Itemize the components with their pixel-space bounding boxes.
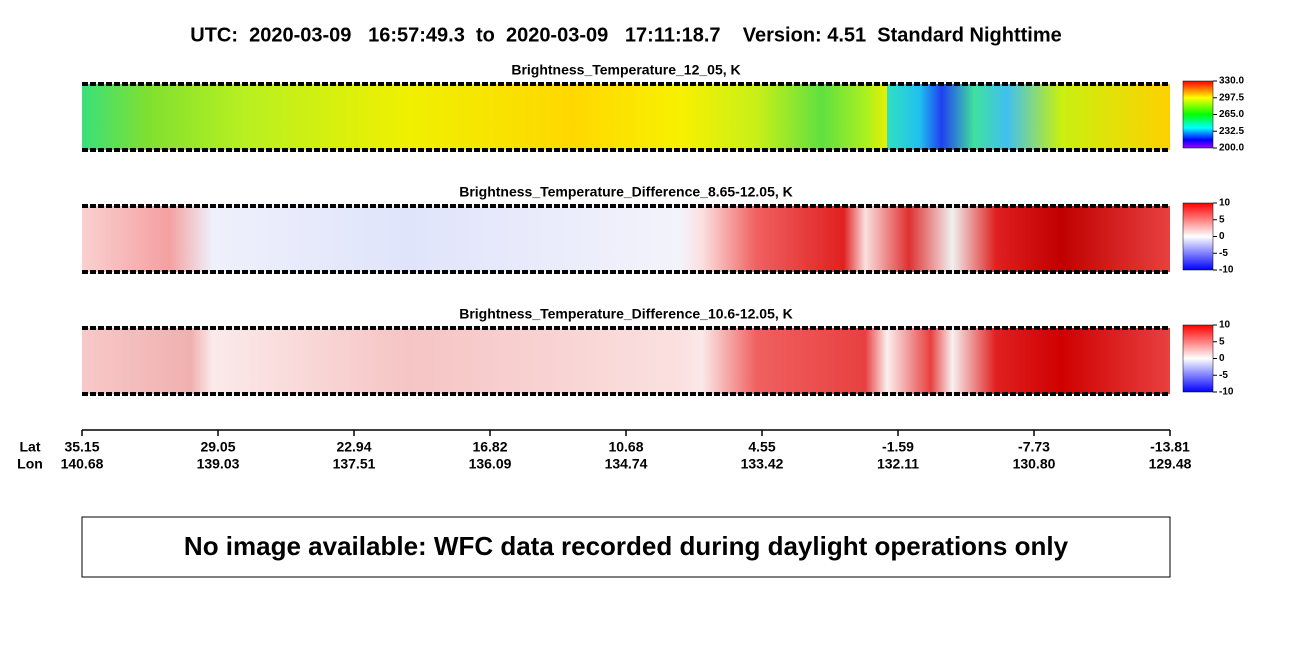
- colorbar-tick-label: 265.0: [1219, 109, 1244, 120]
- colorbar: [1182, 80, 1214, 149]
- lon-label: 137.51: [333, 456, 376, 472]
- lat-label: 4.55: [748, 439, 775, 455]
- colorbar-tick-label: -5: [1219, 248, 1228, 259]
- colorbar-tick-label: 10: [1219, 320, 1231, 331]
- colorbar-tick-label: 0: [1219, 231, 1225, 242]
- lat-label: 29.05: [200, 439, 235, 455]
- colorbar-tick-label: 0: [1219, 353, 1225, 364]
- colorbar: [1182, 202, 1214, 271]
- row-label: Lon: [17, 456, 43, 472]
- panel-title: Brightness_Temperature_12_05, K: [511, 62, 740, 78]
- colorbar: [1182, 324, 1214, 393]
- lat-label: 22.94: [336, 439, 371, 455]
- lat-label: -13.81: [1150, 439, 1190, 455]
- row-label: Lat: [20, 439, 41, 455]
- image-strip: [82, 328, 1170, 394]
- colorbar-tick-label: 232.5: [1219, 126, 1244, 137]
- title: UTC: 2020-03-09 16:57:49.3 to 2020-03-09…: [190, 24, 1062, 46]
- lon-label: 139.03: [197, 456, 240, 472]
- colorbar-tick-label: 5: [1219, 336, 1225, 347]
- lat-label: 10.68: [608, 439, 643, 455]
- lat-label: 16.82: [472, 439, 507, 455]
- lon-label: 134.74: [605, 456, 648, 472]
- image-strip: [82, 84, 1170, 150]
- colorbar-tick-label: 10: [1219, 198, 1231, 209]
- colorbar-tick-label: -5: [1219, 370, 1228, 381]
- panel-title: Brightness_Temperature_Difference_8.65-1…: [459, 184, 793, 200]
- colorbar-tick-label: 297.5: [1219, 92, 1244, 103]
- lon-label: 133.42: [741, 456, 784, 472]
- colorbar-tick-label: -10: [1219, 265, 1234, 276]
- lon-label: 136.09: [469, 456, 512, 472]
- colorbar-tick-label: 5: [1219, 214, 1225, 225]
- colorbar-tick-label: -10: [1219, 387, 1234, 398]
- colorbar-tick-label: 200.0: [1219, 143, 1244, 154]
- notice-box: [81, 516, 1171, 578]
- image-strip: [82, 206, 1170, 272]
- lat-label: -7.73: [1018, 439, 1050, 455]
- panel-title: Brightness_Temperature_Difference_10.6-1…: [459, 306, 793, 322]
- lon-label: 129.48: [1149, 456, 1192, 472]
- lat-label: 35.15: [64, 439, 99, 455]
- colorbar-tick-label: 330.0: [1219, 76, 1244, 87]
- lon-label: 132.11: [877, 456, 919, 472]
- notice: No image available: WFC data recorded du…: [184, 531, 1069, 561]
- lat-label: -1.59: [882, 439, 914, 455]
- lon-label: 140.68: [61, 456, 104, 472]
- lon-label: 130.80: [1013, 456, 1056, 472]
